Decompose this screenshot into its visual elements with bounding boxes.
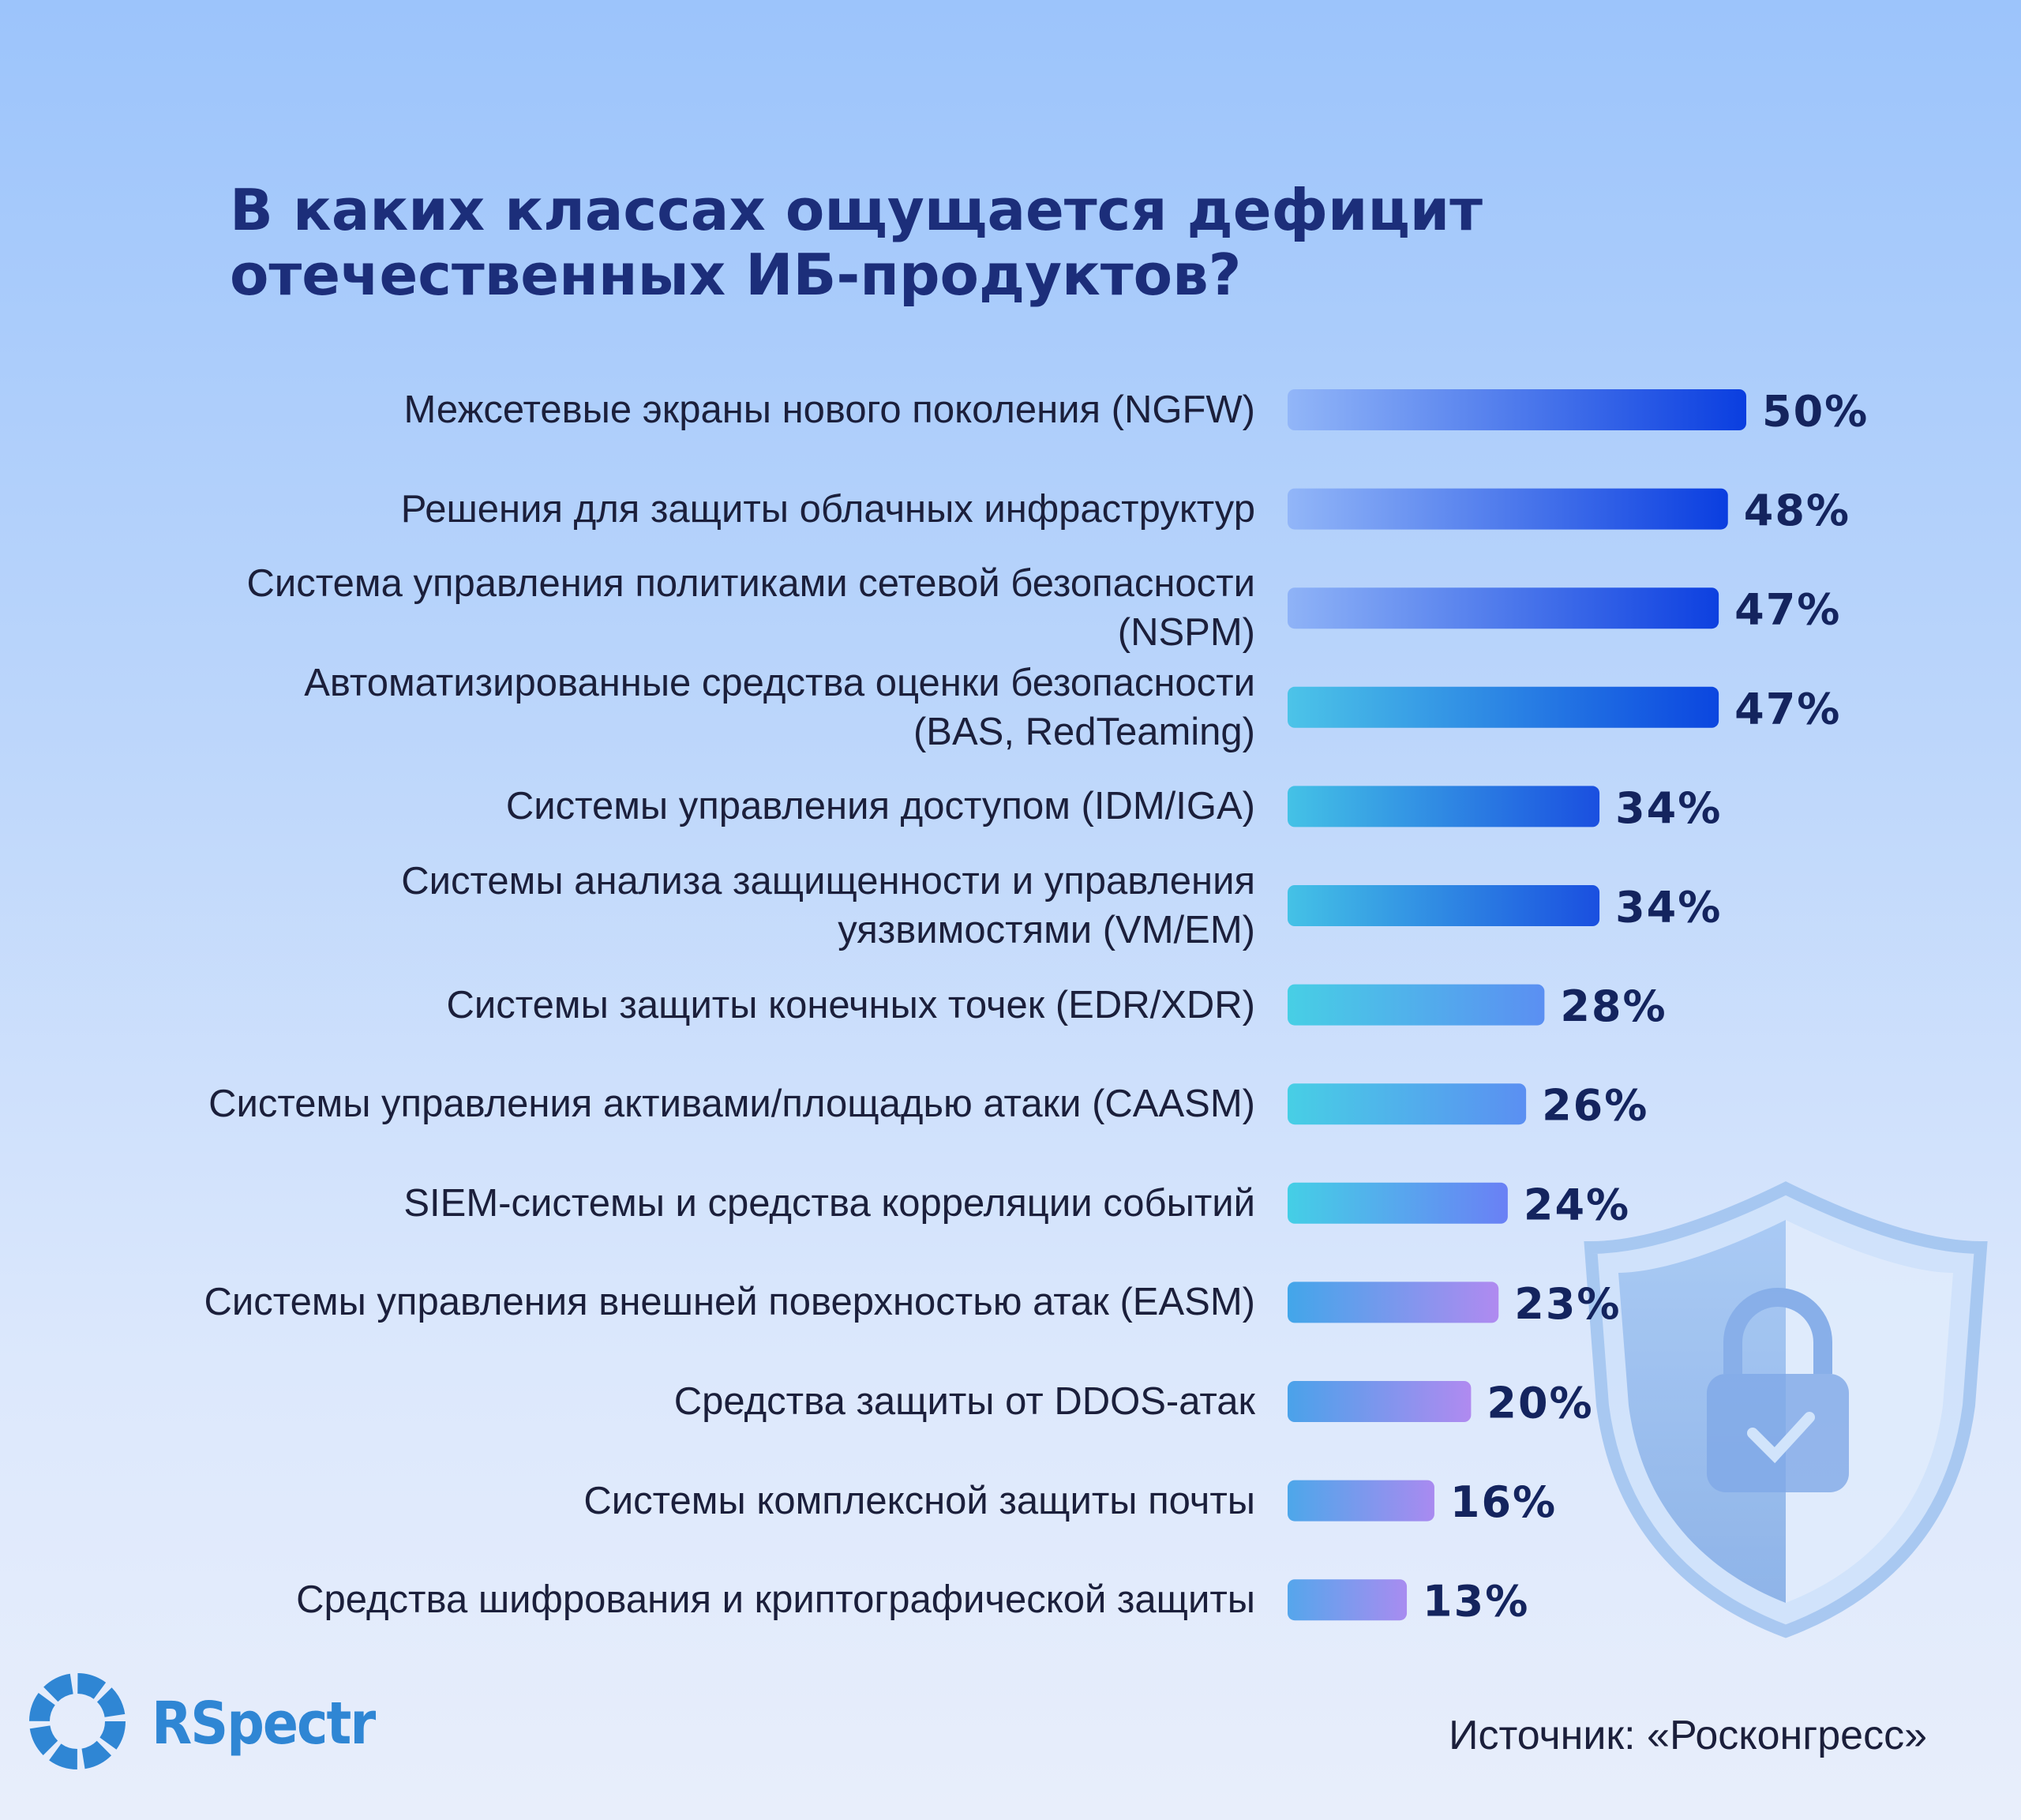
category-label: Система управления политиками сетевой бе…: [246, 562, 1256, 655]
value-label: 48%: [1744, 486, 1850, 535]
source-note: Источник: «Росконгресс»: [1449, 1713, 1927, 1758]
value-label: 24%: [1524, 1180, 1630, 1229]
bar: [1288, 1182, 1508, 1224]
category-label: Системы управления доступом (IDM/IGA): [505, 785, 1255, 828]
value-label: 34%: [1615, 883, 1722, 933]
value-label: 50%: [1762, 387, 1869, 437]
value-label: 13%: [1423, 1577, 1529, 1627]
category-label: Системы управления внешней поверхностью …: [204, 1281, 1255, 1324]
shield-decoration: [1584, 1181, 1988, 1638]
category-label: Решения для защиты облачных инфраструкту…: [400, 487, 1255, 531]
category-label: Системы управления активами/площадью ата…: [208, 1083, 1255, 1126]
bar: [1288, 1381, 1472, 1422]
brand: RSpectr: [152, 1690, 376, 1758]
logo-mark: [29, 1673, 126, 1769]
value-label: 20%: [1487, 1379, 1593, 1428]
category-label: Системы защиты конечных точек (EDR/XDR): [446, 983, 1255, 1026]
bar: [1288, 885, 1600, 926]
bar: [1288, 1579, 1408, 1621]
category-label: SIEM-системы и средства корреляции событ…: [403, 1181, 1255, 1225]
bar: [1288, 1282, 1499, 1323]
category-label: Системы комплексной защиты почты: [583, 1479, 1255, 1522]
value-label: 16%: [1450, 1477, 1557, 1527]
category-label: Автоматизированные средства оценки безоп…: [304, 661, 1255, 753]
category-label: Средства защиты от DDOS-атак: [673, 1380, 1255, 1423]
bar: [1288, 984, 1545, 1026]
value-label: 28%: [1560, 981, 1667, 1031]
category-label: Межсетевые экраны нового поколения (NGFW…: [403, 388, 1255, 431]
value-label: 26%: [1542, 1081, 1648, 1131]
bar: [1288, 488, 1728, 530]
chart-title: В каких классах ощущается дефицит отечес…: [230, 177, 1483, 308]
bar: [1288, 786, 1600, 827]
value-label: 47%: [1734, 585, 1841, 635]
category-label: Системы анализа защищенности и управлени…: [401, 860, 1255, 951]
bar: [1288, 1083, 1527, 1125]
value-label: 34%: [1615, 783, 1722, 833]
bar: [1288, 587, 1719, 629]
value-label: 47%: [1734, 684, 1841, 734]
value-label: 23%: [1514, 1279, 1621, 1329]
bar: [1288, 1480, 1434, 1522]
bar: [1288, 389, 1746, 430]
bar: [1288, 686, 1719, 728]
category-label: Средства шифрования и криптографической …: [296, 1578, 1255, 1622]
